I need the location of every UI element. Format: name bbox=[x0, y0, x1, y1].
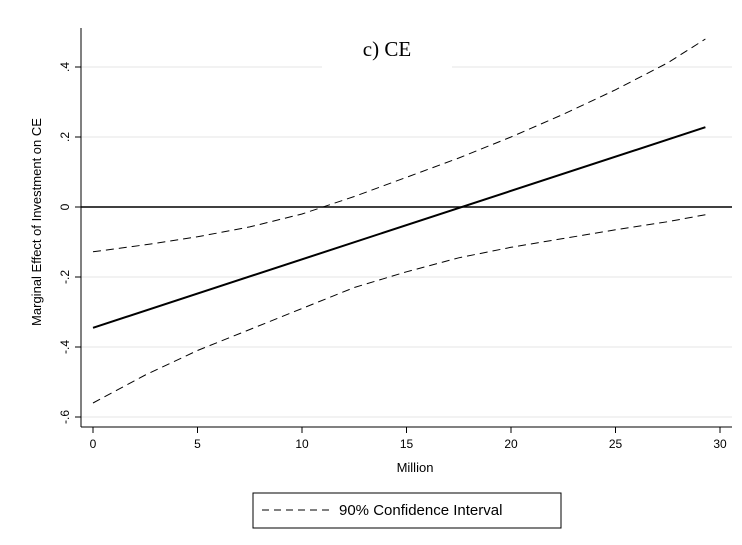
x-tick-label-5: 25 bbox=[609, 437, 623, 451]
tick-marks bbox=[75, 66, 721, 433]
y-tick-label-0: -.6 bbox=[58, 410, 72, 424]
ci-upper-line bbox=[92, 38, 706, 253]
y-tick-label-3: 0 bbox=[58, 203, 72, 210]
x-tick-label-2: 10 bbox=[295, 437, 309, 451]
grid-lines bbox=[81, 66, 732, 418]
legend: 90% Confidence Interval bbox=[252, 492, 562, 529]
legend-entry: 90% Confidence Interval bbox=[339, 502, 502, 519]
x-tick-label-1: 5 bbox=[194, 437, 201, 451]
y-tick-label-4: .2 bbox=[58, 132, 72, 142]
x-tick-label-4: 20 bbox=[504, 437, 518, 451]
series-lines bbox=[92, 38, 706, 404]
y-tick-label-2: -.2 bbox=[58, 270, 72, 284]
ci-lower-line bbox=[92, 214, 706, 404]
x-tick-label-6: 30 bbox=[713, 437, 727, 451]
x-axis-title: Million bbox=[397, 460, 434, 475]
axes bbox=[80, 28, 732, 428]
y-axis-title: Marginal Effect of Investment on CE bbox=[29, 118, 44, 326]
tick-labels: 0 5 10 15 20 25 30 -.6 -.4 -.2 0 .2 .4 bbox=[58, 62, 727, 451]
x-tick-label-3: 15 bbox=[400, 437, 414, 451]
marginal-effect-line bbox=[92, 126, 706, 329]
chart-title: c) CE bbox=[363, 37, 411, 61]
y-tick-label-1: -.4 bbox=[58, 340, 72, 354]
x-tick-label-0: 0 bbox=[90, 437, 97, 451]
title-background bbox=[322, 28, 452, 70]
y-tick-label-5: .4 bbox=[58, 62, 72, 72]
